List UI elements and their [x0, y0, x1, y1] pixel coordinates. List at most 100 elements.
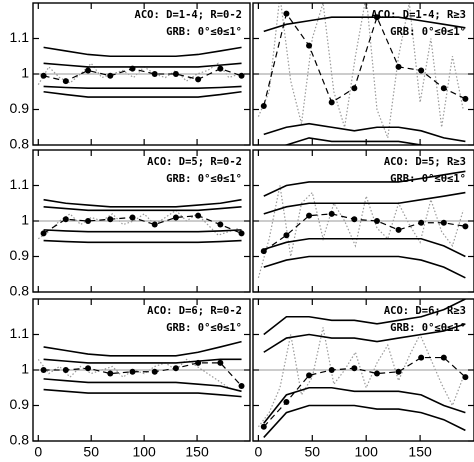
- panel: 0 50 100 150 ACO: D=6; R≥3 GRB: 0°≤θ≤1°: [252, 298, 474, 460]
- series-line: [263, 122, 466, 143]
- series-line: [257, 185, 464, 278]
- panel-frame: [32, 298, 251, 442]
- panel-frame: [252, 298, 474, 442]
- series-line: [43, 90, 242, 98]
- series-line: [37, 358, 240, 392]
- data-point: [217, 65, 224, 72]
- panel: 0.8 0.9 1 1.1 ACO: D=5; R=0-2 GRB: 0°≤θ≤1°: [10, 149, 251, 299]
- series-line: [43, 388, 242, 398]
- data-point: [351, 216, 358, 223]
- series-line: [263, 404, 466, 438]
- data-point: [238, 72, 245, 79]
- x-tick-label: 150: [408, 444, 432, 460]
- series-line: [43, 68, 242, 82]
- data-point: [462, 223, 469, 230]
- series-line: [43, 239, 242, 244]
- data-point: [395, 226, 402, 233]
- series-line: [263, 12, 466, 107]
- plot-area: [33, 46, 250, 98]
- data-point: [418, 219, 425, 226]
- series-line: [43, 198, 242, 208]
- x-tick-label: 50: [305, 444, 321, 460]
- panel-frame: [32, 2, 251, 146]
- annotation: ACO: D=5; R≥3: [384, 156, 466, 168]
- panel: ACO: D=5; R≥3 GRB: 0°≤θ≤1°: [252, 149, 474, 293]
- annotation: GRB: 0°≤θ≤1°: [390, 322, 466, 334]
- data-point: [283, 398, 290, 405]
- y-tick-label: 1.1: [10, 176, 30, 192]
- data-point: [129, 214, 136, 221]
- data-point: [373, 14, 380, 21]
- series-line: [281, 137, 424, 145]
- data-point: [151, 221, 158, 228]
- data-point: [440, 219, 447, 226]
- series-line: [43, 46, 242, 58]
- data-point: [62, 78, 69, 85]
- data-point: [129, 368, 136, 375]
- data-point: [172, 71, 179, 77]
- data-point: [107, 72, 114, 79]
- data-point: [195, 359, 202, 366]
- x-tick-label: 0: [34, 444, 42, 460]
- data-point: [107, 216, 114, 223]
- series-line: [43, 215, 242, 234]
- panel-frame: [252, 149, 474, 293]
- series-line: [263, 213, 466, 252]
- y-tick-label: 1: [21, 361, 29, 377]
- series-line: [43, 206, 242, 212]
- data-point: [328, 99, 335, 106]
- series-line: [263, 237, 466, 258]
- plot-area: [33, 340, 250, 398]
- data-point: [217, 359, 224, 366]
- series-line: [263, 191, 466, 215]
- data-point: [195, 212, 202, 219]
- series-line: [43, 358, 242, 364]
- data-point: [306, 372, 313, 379]
- data-point: [440, 85, 447, 92]
- x-tick-label: 50: [83, 444, 99, 460]
- plot-area: [253, 170, 474, 279]
- data-point: [373, 218, 380, 224]
- y-tick-label: 0.9: [10, 396, 30, 412]
- annotation: GRB: 0°≤θ≤1°: [166, 173, 242, 185]
- data-point: [129, 65, 136, 72]
- data-point: [85, 67, 92, 74]
- y-tick-label: 0.9: [10, 100, 30, 116]
- data-point: [217, 221, 224, 228]
- data-point: [418, 67, 425, 74]
- series-line: [263, 170, 466, 197]
- plot-area: [253, 299, 474, 438]
- data-point: [351, 365, 358, 372]
- annotation: GRB: 0°≤θ≤1°: [166, 322, 242, 334]
- panel-frame: [32, 149, 251, 293]
- series-line: [263, 16, 466, 33]
- data-point: [283, 10, 290, 17]
- series-line: [43, 362, 242, 387]
- data-point: [85, 365, 92, 372]
- data-point: [195, 76, 202, 83]
- data-point: [328, 210, 335, 217]
- series-line: [263, 356, 466, 428]
- annotation: ACO: D=1-4; R≥3: [371, 9, 466, 21]
- data-point: [40, 367, 47, 373]
- data-point: [283, 232, 290, 239]
- data-point: [260, 423, 267, 430]
- data-point: [306, 212, 313, 219]
- data-point: [62, 216, 69, 223]
- data-point: [62, 367, 69, 373]
- series-line: [43, 378, 242, 393]
- series-line: [257, 3, 464, 139]
- series-line: [37, 209, 240, 240]
- data-point: [306, 42, 313, 49]
- series-line: [43, 229, 242, 233]
- data-point: [172, 214, 179, 221]
- x-tick-label: 100: [355, 444, 379, 460]
- y-tick-label: 1: [21, 212, 29, 228]
- y-tick-label: 0.8: [10, 136, 30, 152]
- data-point: [440, 354, 447, 361]
- x-tick-label: 0: [254, 444, 262, 460]
- series-line: [263, 299, 466, 336]
- series-line: [263, 323, 466, 353]
- data-point: [40, 230, 47, 237]
- y-tick-label: 0.9: [10, 247, 30, 263]
